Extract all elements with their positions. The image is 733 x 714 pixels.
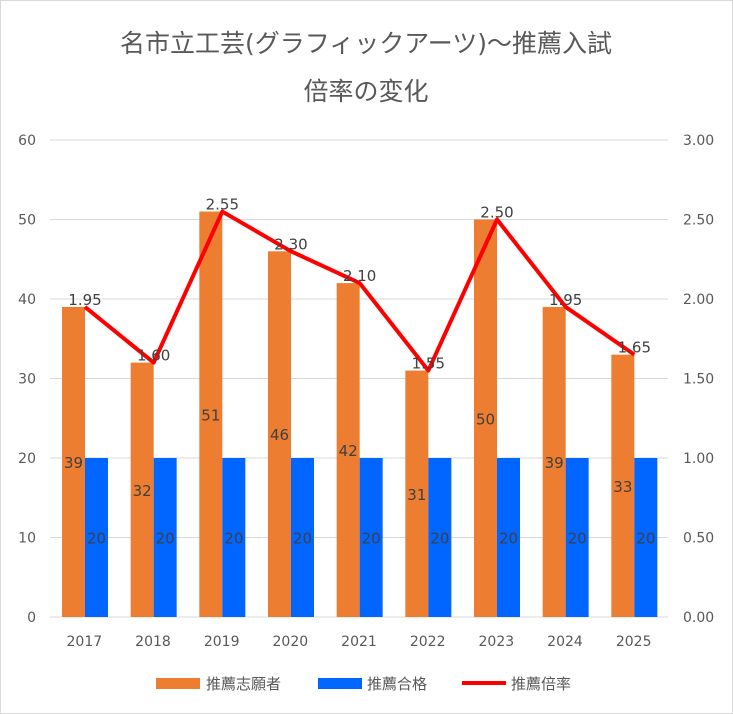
y2-tick-label: 3.00	[683, 133, 714, 149]
bar-passed	[85, 458, 108, 617]
data-label-applicants: 32	[133, 482, 152, 500]
bar-applicants	[199, 211, 223, 618]
bar-applicants	[130, 362, 154, 617]
y-tick-label: 10	[18, 531, 36, 547]
data-label-applicants: 42	[339, 442, 358, 460]
x-tick-label: 2023	[479, 634, 515, 650]
y-tick-label: 40	[18, 292, 36, 308]
y-tick-label: 0	[27, 610, 36, 626]
chart-title-line2: 倍率の変化	[303, 77, 428, 106]
legend-swatch-applicants	[156, 678, 200, 689]
x-tick-label: 2024	[547, 634, 583, 650]
x-tick-label: 2019	[204, 634, 240, 650]
bar-passed	[359, 458, 383, 617]
bar-passed	[497, 458, 520, 617]
chart-title-line1: 名市立工芸(グラフィックアーツ)～推薦入試	[120, 29, 612, 58]
data-label-passed: 20	[499, 530, 518, 548]
x-tick-label: 2022	[410, 634, 446, 650]
bar-applicants	[611, 354, 635, 617]
data-label-applicants: 46	[270, 426, 289, 444]
y-tick-label: 50	[18, 213, 36, 229]
data-label-applicants: 33	[613, 478, 632, 496]
y2-tick-label: 1.50	[683, 372, 714, 388]
data-label-passed: 20	[568, 530, 587, 548]
x-tick-label: 2018	[135, 634, 171, 650]
bar-passed	[291, 458, 314, 617]
bar-passed	[222, 458, 246, 617]
bar-passed	[428, 458, 452, 617]
x-tick-label: 2020	[273, 634, 309, 650]
data-label-ratio: 2.30	[274, 235, 307, 253]
legend-label-ratio: 推薦倍率	[511, 675, 571, 693]
bar-applicants	[62, 306, 85, 617]
data-label-ratio: 1.95	[549, 291, 582, 309]
data-label-passed: 20	[156, 530, 175, 548]
data-label-passed: 20	[87, 530, 106, 548]
bar-applicants	[474, 219, 497, 617]
data-label-ratio: 1.60	[137, 347, 170, 365]
y2-tick-label: 1.00	[683, 451, 714, 467]
data-label-ratio: 2.10	[343, 267, 376, 285]
bar-passed	[634, 458, 658, 617]
bar-applicants	[268, 251, 291, 618]
data-label-ratio: 1.95	[68, 291, 101, 309]
data-label-ratio: 1.55	[412, 355, 445, 373]
data-label-passed: 20	[636, 530, 655, 548]
x-tick-label: 2025	[616, 634, 652, 650]
bar-applicants	[542, 306, 566, 617]
y2-tick-label: 0.00	[683, 610, 714, 626]
data-label-applicants: 39	[545, 454, 564, 472]
data-label-passed: 20	[430, 530, 449, 548]
y-tick-label: 30	[18, 372, 36, 388]
bar-passed	[565, 458, 589, 617]
y-tick-label: 60	[18, 133, 36, 149]
data-label-ratio: 2.50	[480, 204, 513, 222]
y2-tick-label: 2.00	[683, 292, 714, 308]
data-label-ratio: 1.65	[618, 339, 651, 357]
y2-tick-label: 2.50	[683, 213, 714, 229]
data-label-applicants: 50	[476, 410, 495, 428]
data-label-applicants: 31	[407, 486, 426, 504]
legend-swatch-passed	[318, 678, 362, 689]
x-tick-label: 2021	[341, 634, 377, 650]
data-label-ratio: 2.55	[206, 196, 239, 214]
bar-applicants	[405, 370, 429, 617]
y-tick-label: 20	[18, 451, 36, 467]
data-label-applicants: 51	[201, 406, 220, 424]
x-tick-label: 2017	[67, 634, 103, 650]
data-label-applicants: 39	[64, 454, 83, 472]
data-label-passed: 20	[293, 530, 312, 548]
bar-applicants	[336, 283, 360, 617]
legend-label-passed: 推薦合格	[367, 675, 427, 693]
data-label-passed: 20	[224, 530, 243, 548]
y2-tick-label: 0.50	[683, 531, 714, 547]
bar-passed	[153, 458, 177, 617]
legend-label-applicants: 推薦志願者	[206, 675, 281, 693]
data-label-passed: 20	[362, 530, 381, 548]
